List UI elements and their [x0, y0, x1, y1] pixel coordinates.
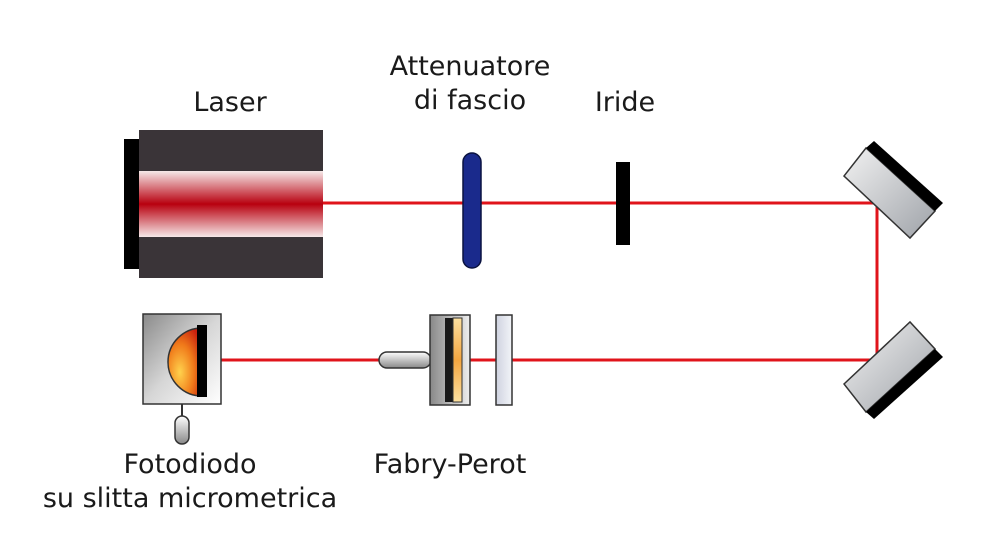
label-fabry-perot: Fabry-Perot	[373, 449, 527, 480]
label-attenuator-line2: di fascio	[413, 85, 527, 116]
beam-attenuator	[462, 152, 482, 269]
fabry-perot-plate-dark	[445, 318, 453, 402]
photodiode	[142, 313, 222, 445]
label-iris: Iride	[594, 87, 656, 118]
photodiode-window	[197, 325, 207, 397]
mirror-bottom	[842, 320, 943, 419]
mirror-top	[842, 141, 943, 240]
iris	[616, 162, 630, 245]
laser-cavity	[139, 171, 323, 237]
fabry-perot-interferometer	[378, 314, 513, 406]
fabry-perot-knob	[378, 351, 432, 369]
micrometer-knob	[174, 415, 190, 445]
fabry-perot-glass	[495, 314, 513, 406]
fabry-perot-plate	[452, 317, 463, 403]
label-photodiode-line2: su slitta micrometrica	[42, 483, 338, 514]
label-photodiode-line1: Fotodiodo	[123, 449, 257, 480]
laser-beam	[205, 201, 879, 362]
label-attenuator-line1: Attenuatore	[389, 51, 551, 82]
laser-back-plate	[124, 139, 140, 269]
laser-source	[124, 130, 323, 278]
label-attenuator: Attenuatore di fascio	[360, 50, 580, 118]
label-photodiode: Fotodiodo su slitta micrometrica	[20, 448, 360, 516]
label-laser: Laser	[193, 87, 267, 118]
photodiode-sensor	[167, 327, 203, 397]
